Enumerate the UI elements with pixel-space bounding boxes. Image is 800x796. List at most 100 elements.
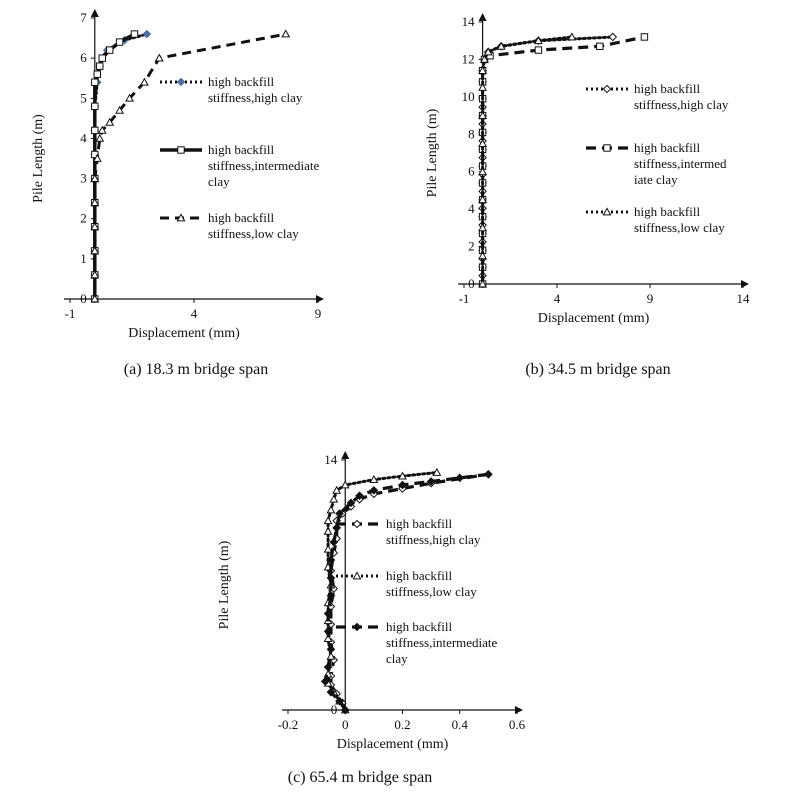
legend-marker — [177, 146, 185, 154]
data-point — [98, 54, 106, 62]
x-tick-label: -0.2 — [278, 717, 299, 732]
y-tick-label: 12 — [462, 51, 475, 66]
data-point — [90, 173, 100, 182]
chart-1: -1 4 9 0 1 2 3 4 5 6 7 Displacement (mm) Pile Length… — [31, 9, 324, 378]
data-point — [326, 573, 336, 583]
x-tick-label: 14 — [737, 291, 751, 306]
data-point — [369, 475, 379, 484]
legend-label: high backfill stiffness,intermed iate clay — [634, 140, 727, 187]
data-point — [398, 480, 407, 490]
legend-marker — [176, 213, 186, 222]
data-point — [340, 480, 350, 489]
series-1 — [478, 32, 618, 289]
legend-marker — [603, 144, 611, 152]
x-axis-title: Displacement (mm) — [128, 326, 240, 341]
legend-entry: high backfill stiffness,high clay — [336, 516, 481, 547]
data-point — [323, 609, 333, 618]
legend-marker — [602, 207, 612, 216]
data-point — [92, 153, 102, 162]
data-point — [91, 102, 99, 111]
data-point — [478, 251, 488, 260]
y-tick-label: 2 — [468, 239, 475, 254]
data-point — [567, 32, 577, 41]
data-point — [346, 498, 356, 508]
chart-caption: (c) 65.4 m bridge span — [288, 769, 432, 786]
y-tick-label: 7 — [80, 10, 87, 25]
data-point — [90, 222, 100, 231]
y-tick-label: 10 — [462, 89, 475, 104]
legend-label: high backfill stiffness,intermediate clay — [208, 142, 320, 189]
x-tick-label: -1 — [459, 291, 470, 306]
data-point — [640, 33, 649, 41]
y-tick-label: 5 — [80, 90, 87, 105]
x-axis-arrow — [316, 295, 324, 303]
data-point — [323, 544, 333, 553]
series-line — [481, 35, 574, 286]
data-point — [130, 30, 139, 38]
data-point — [91, 126, 99, 135]
legend-entry: high backfill stiffness,high clay — [586, 81, 729, 112]
series-line — [481, 35, 615, 286]
legend-label: high backfill stiffness,high clay — [386, 516, 481, 547]
legend-entry: high backfill stiffness,intermediate clay — [336, 619, 498, 666]
legend-marker — [352, 519, 362, 529]
data-point — [323, 627, 333, 636]
data-point — [478, 82, 488, 91]
y-axis-arrow — [478, 13, 487, 21]
data-point — [596, 42, 604, 51]
legend-entry: high backfill stiffness,low clay — [336, 568, 477, 599]
series-line — [481, 35, 645, 284]
data-point — [608, 32, 618, 42]
y-tick-label: 0 — [331, 702, 338, 717]
y-axis-title: Pile Length (m) — [425, 108, 440, 197]
data-point — [326, 591, 336, 601]
y-tick-label: 0 — [468, 276, 475, 291]
series-line — [93, 32, 149, 301]
y-axis-title: Pile Length (m) — [31, 114, 46, 203]
series-3 — [320, 469, 493, 715]
data-point — [478, 139, 488, 148]
data-point — [90, 246, 100, 255]
data-point — [480, 54, 489, 63]
legend-marker — [352, 622, 362, 632]
x-tick-label: 4 — [554, 291, 561, 306]
legend-entry: high backfill stiffness,low clay — [586, 204, 725, 235]
series-3 — [90, 29, 291, 303]
y-tick-label: 1 — [80, 251, 87, 266]
data-point — [323, 516, 333, 525]
series-2 — [478, 33, 649, 288]
x-tick-label: 0.6 — [509, 717, 526, 732]
legend-marker — [176, 77, 186, 87]
y-tick-label: 14 — [462, 14, 476, 29]
data-point — [90, 198, 100, 207]
x-axis-title: Displacement (mm) — [337, 737, 449, 752]
data-point — [93, 70, 101, 78]
legend-entry: high backfill stiffness,intermediate clay — [160, 142, 320, 189]
legend-entry: high backfill stiffness,intermed iate clay — [586, 140, 727, 187]
x-tick-label: 0.2 — [394, 717, 410, 732]
data-point — [533, 36, 543, 45]
y-tick-label: 4 — [80, 130, 87, 145]
y-tick-label: 2 — [80, 211, 87, 226]
y-tick-label: 8 — [468, 126, 475, 141]
y-tick-label: 3 — [80, 171, 87, 186]
chart-caption: (b) 34.5 m bridge span — [525, 361, 670, 378]
data-point — [91, 150, 99, 159]
data-point — [478, 167, 488, 176]
data-point — [432, 467, 442, 476]
y-axis-arrow — [90, 9, 99, 17]
data-point — [90, 270, 100, 279]
x-axis-title: Displacement (mm) — [538, 311, 650, 326]
data-point — [95, 133, 105, 142]
data-point — [329, 537, 339, 547]
legend-label: high backfill stiffness,high clay — [634, 81, 729, 112]
legend-label: high backfill stiffness,low clay — [386, 568, 477, 599]
legend-label: high backfill stiffness,intermediate clay — [386, 619, 498, 666]
data-point — [478, 223, 488, 232]
series-line — [93, 32, 287, 299]
data-point — [455, 473, 465, 483]
y-axis-arrow — [341, 451, 350, 459]
data-point — [154, 53, 164, 62]
x-axis-arrow — [741, 280, 749, 288]
